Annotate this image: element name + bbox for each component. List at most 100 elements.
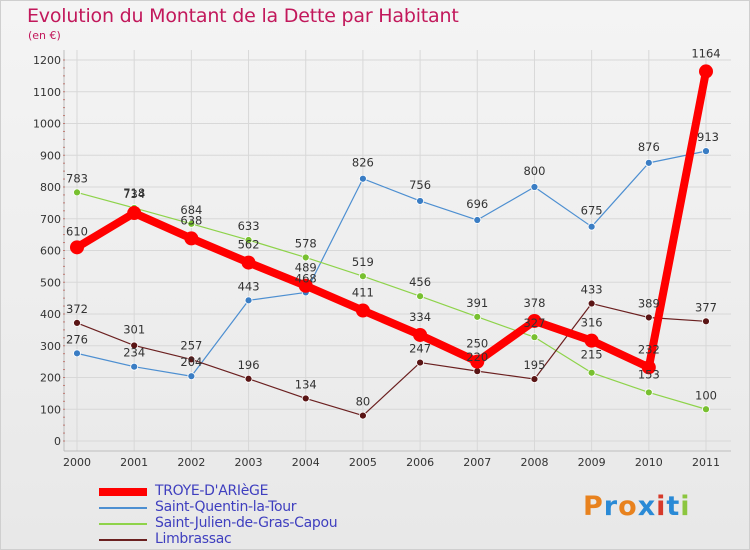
logo-letter: P	[583, 491, 604, 522]
data-point-limbrassac-2004	[301, 394, 310, 403]
data-point-saint-julien-2004	[301, 253, 310, 262]
data-label-limbrassac-2006: 247	[409, 342, 431, 356]
y-tick-label-400: 400	[40, 308, 61, 321]
legend-swatch-saint-julien	[99, 523, 147, 525]
data-point-limbrassac-2002	[187, 355, 196, 364]
data-point-limbrassac-2007	[473, 367, 482, 376]
data-point-troye-2005	[355, 303, 370, 318]
data-point-saint-julien-2007	[473, 312, 482, 321]
data-label-limbrassac-2011: 377	[695, 300, 717, 314]
data-point-troye-2011	[699, 64, 713, 79]
data-point-saint-julien-2002	[187, 219, 196, 228]
data-label-saint-quentin-2004: 468	[295, 271, 317, 285]
data-point-limbrassac-2003	[244, 374, 253, 383]
data-label-limbrassac-2010: 389	[638, 296, 660, 310]
data-point-troye-2006	[413, 327, 428, 342]
data-point-saint-quentin-2003	[244, 296, 253, 305]
logo-letter: i	[680, 491, 691, 522]
x-tick-label-2001: 2001	[120, 456, 148, 469]
legend-swatch-saint-quentin	[99, 507, 147, 509]
x-tick-label-2006: 2006	[406, 456, 434, 469]
y-tick-label-600: 600	[40, 245, 61, 258]
data-label-saint-quentin-2011: 913	[697, 130, 719, 144]
data-point-troye-2001	[127, 206, 142, 221]
x-tick-label-2008: 2008	[520, 456, 548, 469]
data-label-troye-2010: 232	[638, 342, 660, 356]
data-point-troye-2002	[184, 231, 199, 246]
data-point-saint-julien-2003	[244, 236, 253, 244]
y-tick-label-200: 200	[40, 372, 61, 385]
data-label-saint-julien-2000: 783	[66, 171, 88, 185]
data-point-limbrassac-2009	[587, 299, 596, 308]
x-tick-label-2011: 2011	[692, 456, 720, 469]
x-tick-label-2002: 2002	[177, 456, 205, 469]
data-label-limbrassac-2009: 433	[581, 283, 603, 297]
data-label-saint-julien-2001: 734	[123, 187, 145, 201]
data-point-limbrassac-2005	[359, 411, 367, 420]
data-point-saint-julien-2008	[530, 333, 539, 342]
x-tick-label-2007: 2007	[463, 456, 491, 469]
y-tick-label-1200: 1200	[33, 54, 61, 67]
data-point-saint-quentin-2008	[530, 183, 539, 191]
data-point-limbrassac-2010	[644, 313, 653, 322]
data-label-saint-julien-2004: 578	[295, 236, 317, 250]
data-point-limbrassac-2000	[73, 318, 81, 327]
data-label-saint-julien-2003: 633	[238, 219, 260, 233]
proxiti-logo: Proxiti	[583, 491, 691, 522]
legend-label-saint-quentin: Saint-Quentin-la-Tour	[155, 499, 297, 515]
data-point-saint-quentin-2001	[130, 362, 139, 371]
data-label-saint-quentin-2010: 876	[638, 140, 660, 154]
data-label-troye-2005: 411	[352, 286, 374, 300]
data-label-saint-quentin-2008: 800	[523, 164, 545, 178]
data-point-troye-2008	[527, 313, 542, 328]
data-label-saint-julien-2011: 100	[695, 388, 717, 402]
legend-label-troye: TROYE-D'ARIèGE	[155, 483, 269, 499]
logo-letter: t	[666, 491, 681, 522]
legend-swatch-limbrassac	[99, 539, 147, 541]
data-label-troye-2006: 334	[409, 310, 431, 324]
data-label-saint-julien-2005: 519	[352, 255, 374, 269]
legend-label-limbrassac: Limbrassac	[155, 531, 232, 547]
data-point-saint-quentin-2006	[416, 197, 424, 205]
data-point-saint-quentin-2007	[473, 216, 482, 224]
legend-swatch-troye	[99, 488, 147, 496]
data-label-limbrassac-2001: 301	[123, 322, 145, 336]
logo-letter: i	[656, 491, 667, 522]
x-tick-label-2005: 2005	[349, 456, 377, 469]
y-tick-label-300: 300	[40, 340, 61, 353]
data-label-saint-quentin-2002: 204	[180, 355, 202, 369]
legend-label-saint-julien: Saint-Julien-de-Gras-Capou	[155, 515, 338, 531]
data-label-saint-quentin-2009: 675	[581, 204, 603, 218]
data-label-saint-julien-2010: 153	[638, 367, 660, 381]
data-point-saint-julien-2011	[702, 405, 710, 414]
data-label-troye-2003: 562	[238, 238, 260, 252]
data-point-saint-quentin-2010	[644, 158, 653, 167]
data-point-saint-julien-2005	[359, 272, 367, 281]
data-point-saint-quentin-2009	[587, 222, 596, 231]
y-tick-label-1100: 1100	[33, 86, 61, 99]
y-axis-unit-label: (en €)	[28, 29, 61, 42]
logo-letter: o	[618, 491, 638, 522]
data-label-troye-2000: 610	[66, 224, 88, 238]
x-tick-label-2003: 2003	[235, 456, 263, 469]
data-label-troye-2001: 718	[123, 186, 145, 200]
data-point-saint-quentin-2002	[187, 372, 196, 381]
y-tick-label-700: 700	[40, 213, 61, 226]
data-label-limbrassac-2007: 220	[466, 350, 488, 364]
data-point-saint-julien-2009	[587, 368, 596, 377]
y-tick-label-100: 100	[40, 403, 61, 416]
data-label-saint-quentin-2005: 826	[352, 156, 374, 170]
data-point-troye-2009	[584, 333, 599, 348]
data-point-troye-2000	[70, 240, 84, 255]
data-point-saint-quentin-2000	[73, 349, 81, 358]
logo-letter: r	[603, 491, 619, 522]
y-tick-label-900: 900	[40, 149, 61, 162]
data-point-limbrassac-2001	[130, 341, 139, 350]
data-point-troye-2003	[241, 255, 256, 270]
data-label-saint-quentin-2000: 276	[66, 332, 88, 346]
x-tick-label-2009: 2009	[578, 456, 606, 469]
data-point-troye-2004	[298, 278, 313, 293]
data-point-troye-2007	[470, 354, 485, 369]
